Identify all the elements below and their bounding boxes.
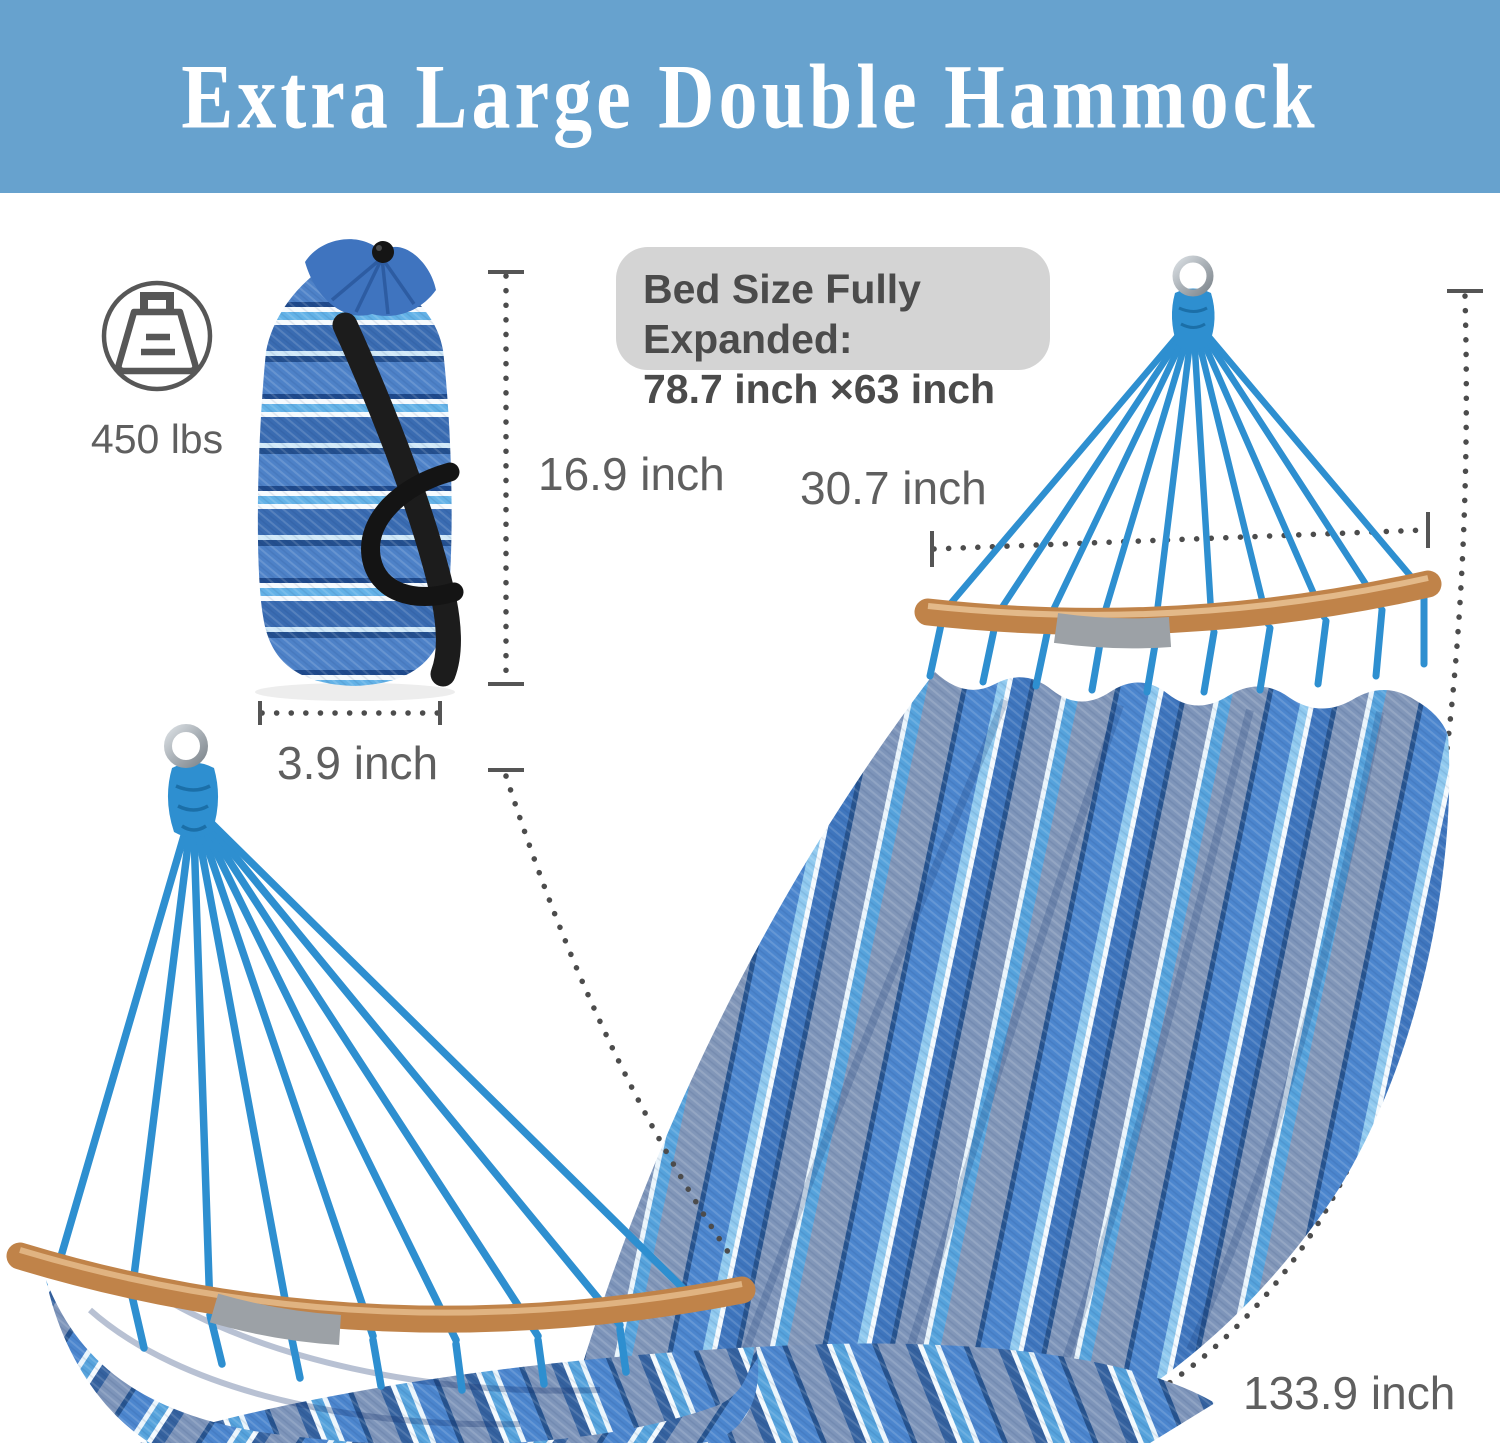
left-spreader-bar xyxy=(6,1242,756,1333)
right-bar-metal-sleeve xyxy=(1053,613,1172,649)
left-spreader-assembly xyxy=(6,724,756,1394)
right-knot-texture xyxy=(1178,306,1208,329)
bag-width-label: 3.9 inch xyxy=(277,737,439,789)
hammock-bed-front-edge xyxy=(140,1343,1215,1443)
title-banner: Extra Large Double Hammock xyxy=(0,0,1500,193)
right-spreader-bar xyxy=(914,570,1442,635)
bed-size-line1: Bed Size Fully Expanded: xyxy=(643,266,921,363)
right-spreader-assembly xyxy=(914,255,1442,696)
bag-height-label: 16.9 inch xyxy=(538,448,725,500)
total-length-label: 133.9 inch xyxy=(1243,1367,1456,1419)
bar-width-dotted-line xyxy=(931,527,1429,552)
bag-strap xyxy=(332,312,461,687)
left-hanging-ring-icon xyxy=(164,724,208,768)
left-rope-fan xyxy=(53,801,704,1344)
page-title: Extra Large Double Hammock xyxy=(181,44,1319,148)
capacity-label: 450 lbs xyxy=(90,416,224,462)
hammock-bed-fabric xyxy=(560,672,1450,1443)
bed-size-line2: 78.7 inch ×63 inch xyxy=(643,366,996,413)
bag-toggle xyxy=(372,241,394,263)
left-rope-knot xyxy=(167,762,219,838)
weight-icon xyxy=(101,280,213,392)
hammock-left-fabric-bundle xyxy=(46,1280,759,1443)
right-rope-fan xyxy=(936,314,1428,633)
spreader-bar-width-label: 30.7 inch xyxy=(800,462,987,514)
carry-bag xyxy=(255,239,464,701)
bag-gather-pleats xyxy=(330,256,416,315)
right-rope-knot xyxy=(1171,288,1215,350)
right-hanging-ring-icon xyxy=(1172,255,1214,297)
left-bar-metal-sleeve xyxy=(209,1293,341,1345)
bed-size-badge: Bed Size Fully Expanded: 78.7 inch ×63 i… xyxy=(616,247,1050,412)
dimension-ticks xyxy=(258,270,1483,772)
bag-strap-handle xyxy=(361,462,464,606)
left-knot-texture xyxy=(175,784,211,832)
